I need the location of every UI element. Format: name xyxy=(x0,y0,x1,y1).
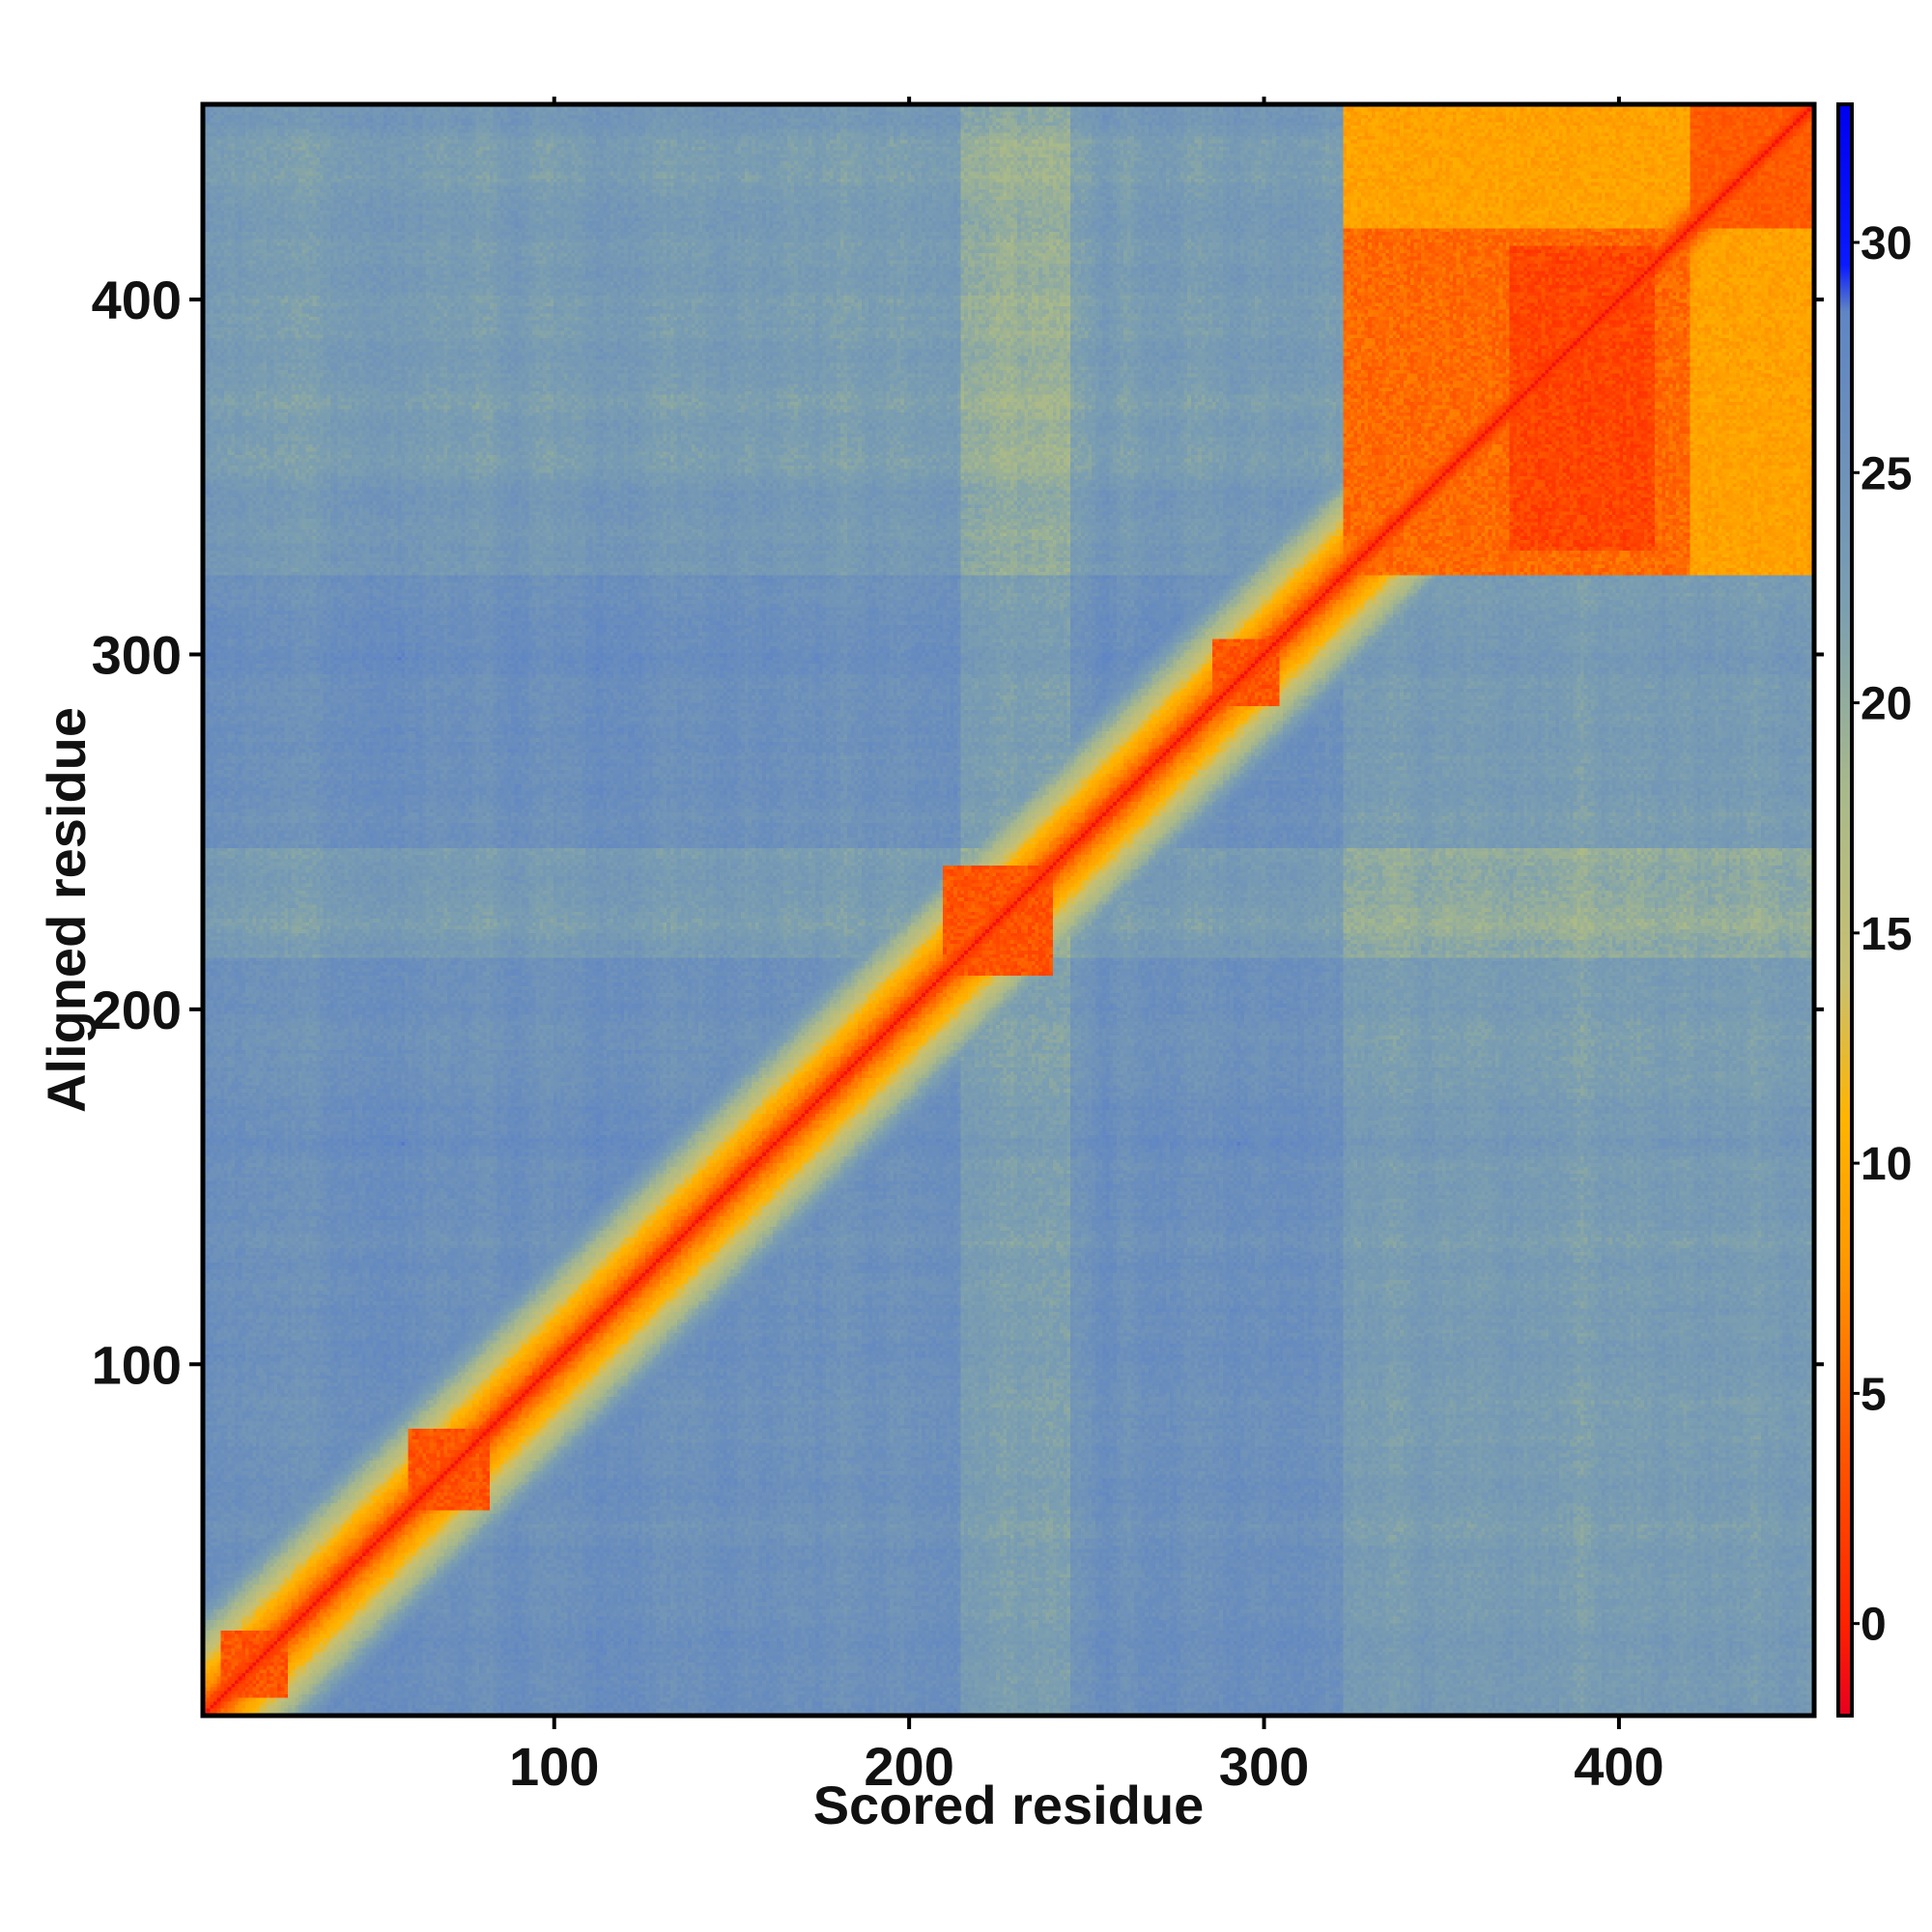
colorbar-tick-label: 15 xyxy=(1861,909,1912,960)
colorbar-tick-label: 0 xyxy=(1861,1600,1887,1651)
colorbar-tick-label: 10 xyxy=(1861,1139,1912,1190)
colorbar-ticks: 0 5 10 15 20 25 30 xyxy=(1852,218,1912,1651)
colorbar-bar xyxy=(1836,102,1854,1718)
y-tick-label: 300 xyxy=(92,624,182,685)
colorbar-tick-label: 5 xyxy=(1861,1369,1887,1420)
y-axis-label: Aligned residue xyxy=(36,707,97,1113)
y-axis: 100 200 300 400 xyxy=(92,270,1824,1395)
y-tick-label: 100 xyxy=(92,1334,182,1395)
colorbar-tick-label: 25 xyxy=(1861,448,1912,499)
colorbar: 0 5 10 15 20 25 30 xyxy=(1836,102,1912,1718)
x-tick-label: 400 xyxy=(1574,1736,1663,1797)
heatmap-container xyxy=(203,104,1814,1716)
y-tick-label: 200 xyxy=(92,980,182,1040)
x-axis: 100 200 300 400 xyxy=(509,97,1664,1797)
y-tick-label: 400 xyxy=(92,270,182,330)
x-tick-label: 100 xyxy=(509,1736,599,1797)
colorbar-tick-label: 30 xyxy=(1861,218,1912,270)
x-axis-label: Scored residue xyxy=(813,1775,1205,1835)
plot-area xyxy=(200,101,1817,1719)
plot-frame xyxy=(200,101,1817,1719)
x-tick-label: 300 xyxy=(1219,1736,1309,1797)
colorbar-tick-label: 20 xyxy=(1861,679,1912,730)
x-tick-label: 200 xyxy=(864,1736,953,1797)
heatmap-cells xyxy=(203,104,1814,1716)
